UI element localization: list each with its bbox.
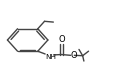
Text: NH: NH xyxy=(45,54,56,60)
Text: O: O xyxy=(58,35,65,44)
Text: O: O xyxy=(71,51,77,60)
